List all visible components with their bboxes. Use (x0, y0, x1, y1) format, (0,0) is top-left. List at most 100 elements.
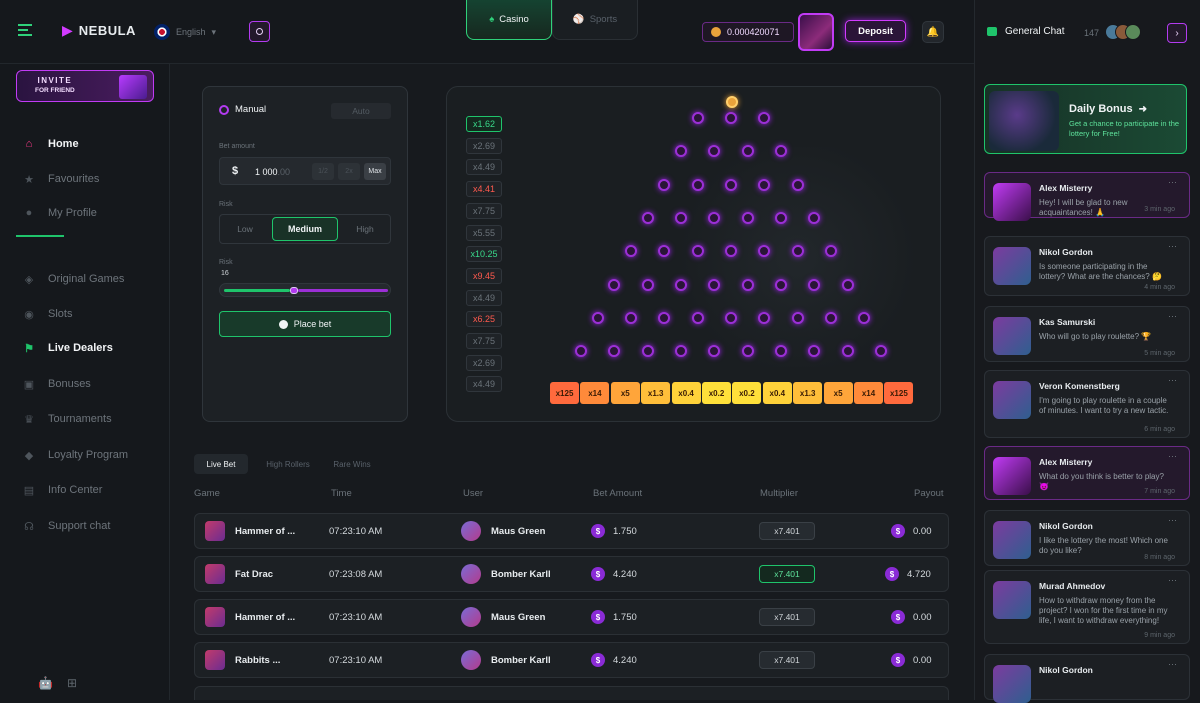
more-options-icon[interactable]: ⋯ (1168, 659, 1177, 669)
tab-high-rollers[interactable]: High Rollers (266, 459, 310, 469)
sidebar-item-slots[interactable]: ◉ Slots (22, 304, 72, 324)
sidebar-item-bonuses[interactable]: ▣ Bonuses (22, 374, 91, 394)
notifications-button[interactable]: 🔔 (922, 21, 944, 43)
language-label: English (176, 27, 206, 37)
game-thumbnail (205, 650, 225, 670)
chat-message[interactable]: Kas Samurski Who will go to play roulette… (984, 306, 1190, 362)
tab-casino[interactable]: ♠ Casino (466, 0, 552, 40)
table-row[interactable]: Hammer of ... 07:23:10 AM Maus Green $1.750… (194, 513, 949, 549)
chat-message[interactable]: Nikol Gordon Is someone participating in … (984, 236, 1190, 296)
game-cell[interactable]: Hammer of ... (205, 514, 295, 548)
sidebar-item-loyalty-program[interactable]: ◆ Loyalty Program (22, 445, 128, 465)
chat-message[interactable]: Nikol Gordon ⋯ (984, 654, 1190, 703)
sidebar-item-live-dealers[interactable]: ⚑ Live Dealers (22, 338, 113, 358)
deposit-button[interactable]: Deposit (845, 20, 906, 42)
sidebar-item-support-chat[interactable]: ☊ Support chat (22, 516, 110, 536)
game-thumbnail (205, 607, 225, 627)
table-row[interactable]: Rabbits ... 07:23:10 AM Bomber Karll $4.240… (194, 642, 949, 678)
avatar[interactable] (798, 13, 834, 51)
daily-bonus-title-text: Daily Bonus (1069, 103, 1133, 115)
more-options-icon[interactable]: ⋯ (1168, 515, 1177, 525)
chat-message[interactable]: Veron Komenstberg I'm going to play roule… (984, 370, 1190, 438)
daily-bonus-banner[interactable]: Daily Bonus ➜ Get a chance to participate… (984, 84, 1187, 154)
table-row[interactable]: Fat Drac 07:23:08 AM Bomber Karll $4.240 x7.… (194, 556, 949, 592)
plinko-peg (725, 178, 737, 191)
risk-high-button[interactable]: High (356, 224, 374, 234)
message-author: Nikol Gordon (1039, 521, 1093, 531)
user-cell[interactable]: Bomber Karll (461, 643, 551, 677)
more-options-icon[interactable]: ⋯ (1168, 451, 1177, 461)
tab-live-bet[interactable]: Live Bet (194, 454, 248, 474)
table-row[interactable]: Hammer of ... 07:23:10 AM Maus Green $1.750… (194, 599, 949, 635)
risk-medium-button[interactable]: Medium (272, 217, 338, 241)
language-selector[interactable]: English ▾ (154, 24, 216, 40)
message-time: 3 min ago (1144, 206, 1175, 213)
loyalty-icon: ◆ (24, 449, 34, 462)
plinko-bucket: x14 (580, 382, 610, 404)
sidebar-item-label: Home (48, 138, 79, 150)
sidebar-item-home[interactable]: ⌂ Home (22, 134, 79, 154)
rows-slider[interactable] (219, 283, 391, 297)
tab-sports[interactable]: ⚾ Sports (552, 0, 638, 40)
more-options-icon[interactable]: ⋯ (1168, 311, 1177, 321)
chat-message[interactable]: Alex Misterry Hey! I will be glad to new … (984, 172, 1190, 221)
search-button[interactable] (249, 21, 270, 42)
game-cell[interactable]: Rabbits ... (205, 643, 280, 677)
chat-message[interactable]: Murad Ahmedov How to withdraw money from … (984, 570, 1190, 644)
android-icon[interactable]: 🤖 (38, 676, 53, 690)
logo[interactable]: ▶ NEBULA (62, 22, 136, 39)
user-avatar (461, 607, 481, 627)
sidebar-item-my-profile[interactable]: ● My Profile (22, 203, 97, 223)
double-button[interactable]: 2x (338, 163, 360, 180)
mode-auto-button[interactable]: Auto (331, 103, 391, 119)
half-button[interactable]: 1/2 (312, 163, 334, 180)
sidebar-item-info-center[interactable]: ▤ Info Center (22, 480, 103, 500)
more-options-icon[interactable]: ⋯ (1168, 375, 1177, 385)
trophy-icon: ♛ (24, 413, 34, 426)
plinko-bucket: x1.3 (641, 382, 671, 404)
payout-cell: $0.00 (891, 600, 932, 634)
bell-icon: 🔔 (926, 26, 940, 38)
more-options-icon[interactable]: ⋯ (1168, 241, 1177, 251)
sidebar-item-original-games[interactable]: ◈ Original Games (22, 269, 125, 289)
windows-icon[interactable]: ⊞ (66, 676, 78, 690)
risk-low-button[interactable]: Low (237, 224, 253, 234)
plinko-peg (641, 345, 654, 358)
sidebar-item-favourites[interactable]: ★ Favourites (22, 169, 99, 189)
plinko-peg (708, 345, 721, 358)
sidebar-item-tournaments[interactable]: ♛ Tournaments (22, 409, 112, 429)
collapse-chat-button[interactable]: › (1167, 23, 1187, 43)
more-options-icon[interactable]: ⋯ (1168, 575, 1177, 585)
rows-slider-handle[interactable] (290, 287, 298, 294)
more-options-icon[interactable]: ⋯ (1168, 177, 1177, 187)
user-icon: ● (25, 207, 33, 219)
time-cell: 07:23:08 AM (329, 568, 383, 580)
platform-icons: 🤖 ⊞ (24, 676, 77, 690)
menu-icon[interactable] (18, 24, 32, 36)
place-bet-button[interactable]: Place bet (219, 311, 391, 337)
max-button[interactable]: Max (364, 163, 386, 180)
plinko-peg (658, 245, 671, 258)
multiplier-history-item: x7.75 (466, 333, 502, 349)
chat-message[interactable]: Alex Misterry What do you think is better… (984, 446, 1190, 500)
invite-friend-banner[interactable]: INVITE FOR FRIEND (16, 70, 154, 102)
balance-display[interactable]: 0.000420071 (702, 22, 794, 42)
game-cell[interactable]: Hammer of ... (205, 600, 295, 634)
rows-slider-track (298, 289, 388, 292)
time-cell: 07:23:10 AM (329, 525, 383, 537)
game-cell[interactable]: Fat Drac (205, 557, 273, 591)
plinko-peg (774, 145, 787, 158)
user-cell[interactable]: Maus Green (461, 600, 545, 634)
plinko-peg (691, 245, 704, 258)
avatar (993, 247, 1031, 285)
tab-rare-wins[interactable]: Rare Wins (333, 459, 371, 469)
chat-message[interactable]: Nikol Gordon I like the lottery the most!… (984, 510, 1190, 566)
user-cell[interactable]: Maus Green (461, 514, 545, 548)
payout-cell: $0.00 (891, 514, 932, 548)
user-cell[interactable]: Bomber Karll (461, 557, 551, 591)
mode-manual[interactable]: Manual (219, 104, 266, 115)
bet-value-dec: .00 (277, 167, 291, 177)
bet-amount-input[interactable]: $ 1 000.00 1/2 2x Max (219, 157, 391, 185)
flag-icon: ⚑ (24, 342, 34, 355)
tab-casino-label: Casino (499, 14, 529, 25)
